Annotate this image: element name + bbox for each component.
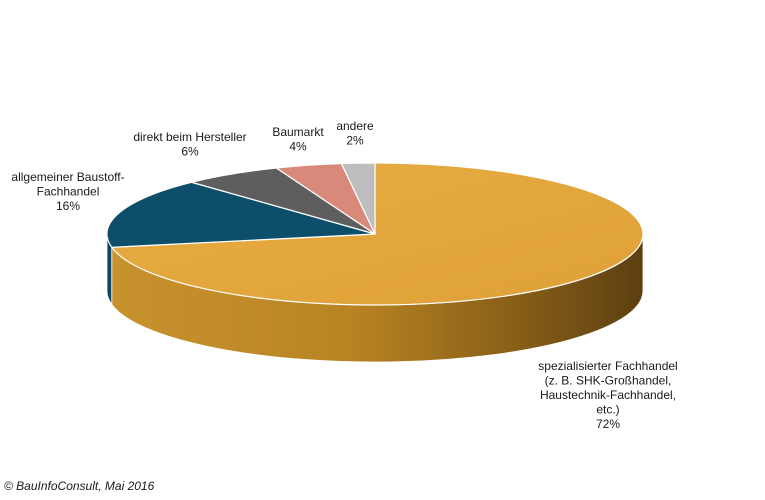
slice-label-2: direkt beim Hersteller 6% xyxy=(133,130,246,159)
slice-name-label: allgemeiner Baustoff- xyxy=(11,170,124,184)
slice-label-0: spezialisierter Fachhandel (z. B. SHK-Gro… xyxy=(538,359,677,431)
slice-name-label: etc.) xyxy=(596,403,619,417)
slice-name-label: andere xyxy=(336,119,374,133)
pie-label-layer: spezialisierter Fachhandel (z. B. SHK-Gro… xyxy=(11,119,677,431)
copyright-text: © BauInfoConsult, Mai 2016 xyxy=(4,479,155,493)
slice-value-label: 6% xyxy=(181,145,199,159)
slice-value-label: 2% xyxy=(346,134,364,148)
slice-name-label: direkt beim Hersteller xyxy=(133,130,246,144)
slice-name-label: Baumarkt xyxy=(272,125,324,139)
slice-label-3: Baumarkt 4% xyxy=(272,125,324,154)
slice-name-label: Haustechnik-Fachhandel, xyxy=(540,388,676,402)
slice-value-label: 16% xyxy=(56,199,80,213)
slice-name-label: spezialisierter Fachhandel xyxy=(538,359,677,373)
slice-label-1: allgemeiner Baustoff-Fachhandel 16% xyxy=(11,170,124,213)
pie-slice-4 xyxy=(340,162,376,235)
pie-top-layer xyxy=(106,162,644,306)
slice-label-4: andere 2% xyxy=(336,119,374,148)
pie-slice-1 xyxy=(106,181,376,248)
slice-value-label: 4% xyxy=(289,140,307,154)
pie-slice-0 xyxy=(111,162,644,306)
slice-value-label: 72% xyxy=(596,417,620,431)
slice-name-label: (z. B. SHK-Großhandel, xyxy=(545,374,672,388)
slice-name-label: Fachhandel xyxy=(37,185,100,199)
